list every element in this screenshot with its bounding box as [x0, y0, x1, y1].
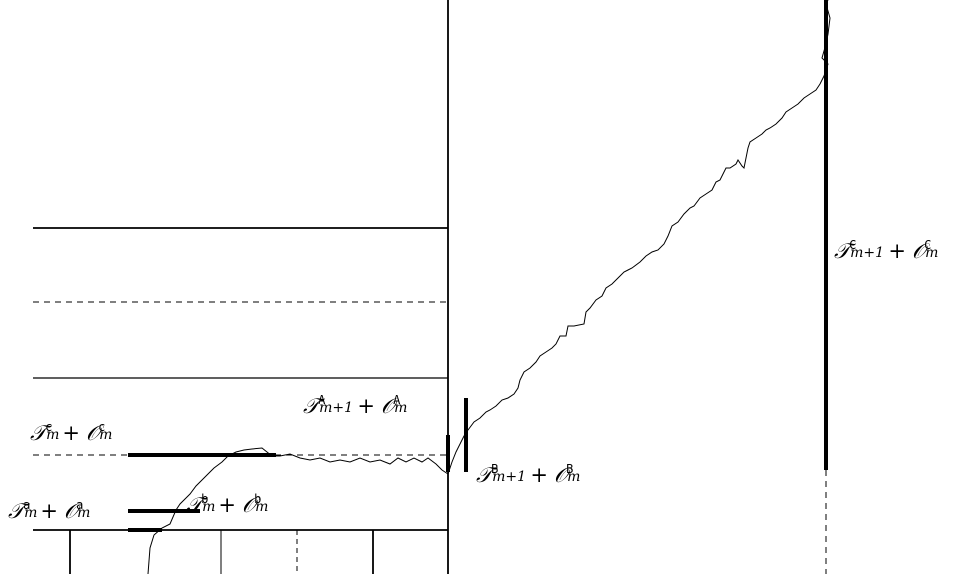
- label-c-sub-2: m: [99, 426, 113, 443]
- label-C-calT: 𝒯: [834, 239, 851, 263]
- label-A-calO: 𝒪: [380, 394, 395, 418]
- label-a: 𝒯a m + 𝒪a m: [8, 498, 90, 523]
- label-C: 𝒯C m+1 + 𝒪C m: [834, 238, 938, 263]
- label-B: 𝒯B m+1 + 𝒪B m: [476, 462, 580, 487]
- label-c-sup: c: [45, 420, 53, 434]
- label-b-plus: +: [218, 493, 236, 517]
- label-A-sup-2: A: [393, 393, 401, 407]
- label-a-sub: m: [24, 504, 38, 521]
- label-B-sup-2: B: [566, 462, 574, 476]
- label-C-calO: 𝒪: [911, 239, 926, 263]
- label-C-subT: m+1: [850, 244, 885, 261]
- label-a-sup-2: a: [76, 498, 84, 512]
- label-b-calO: 𝒪: [241, 493, 256, 517]
- label-c-sub: m: [46, 426, 60, 443]
- label-c-calT: 𝒯: [30, 421, 47, 445]
- label-A-calT: 𝒯: [303, 394, 320, 418]
- label-b-sub: m: [202, 498, 216, 515]
- label-A: 𝒯A m+1 + 𝒪A m: [303, 393, 407, 418]
- label-b-sup-2: b: [254, 492, 262, 506]
- label-B-calO: 𝒪: [553, 463, 568, 487]
- label-C-sup-2: C: [924, 238, 932, 252]
- label-b: 𝒯b m + 𝒪b m: [186, 492, 268, 517]
- label-a-calT: 𝒯: [8, 499, 25, 523]
- label-a-plus: +: [40, 499, 58, 523]
- label-B-subO: m: [567, 468, 581, 485]
- label-c: 𝒯c m + 𝒪c m: [30, 420, 112, 445]
- label-B-subT: m+1: [492, 468, 527, 485]
- label-a-sub-2: m: [77, 504, 91, 521]
- label-A-subO: m: [394, 399, 408, 416]
- label-A-plus: +: [357, 394, 375, 418]
- label-C-sup: C: [849, 238, 857, 252]
- label-B-plus: +: [530, 463, 548, 487]
- label-b-sup: b: [201, 492, 209, 506]
- label-a-sup: a: [23, 498, 31, 512]
- label-C-plus: +: [888, 239, 906, 263]
- label-C-subO: m: [925, 244, 939, 261]
- label-c-sup-2: c: [98, 420, 106, 434]
- random-walk-path: [147, 0, 831, 574]
- label-b-calT: 𝒯: [186, 493, 203, 517]
- label-A-sup: A: [318, 393, 326, 407]
- label-B-sup: B: [491, 462, 499, 476]
- label-c-calO: 𝒪: [85, 421, 100, 445]
- label-a-calO: 𝒪: [63, 499, 78, 523]
- label-B-calT: 𝒯: [476, 463, 493, 487]
- label-b-sub-2: m: [255, 498, 269, 515]
- label-A-subT: m+1: [319, 399, 354, 416]
- label-c-plus: +: [62, 421, 80, 445]
